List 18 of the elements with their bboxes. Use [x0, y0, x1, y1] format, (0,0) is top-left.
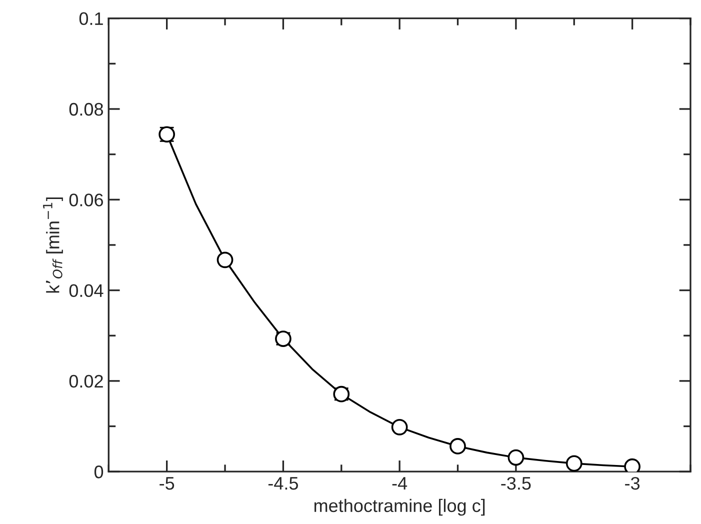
- x-tick-label: -4.5: [268, 477, 298, 490]
- x-tick-label: -4: [392, 477, 408, 490]
- point: [216, 252, 234, 268]
- x-tick-label: -3: [625, 476, 640, 490]
- x-axis-title: methoctramine [log c]: [314, 498, 485, 516]
- point: [391, 418, 408, 436]
- x-tick-label: -5: [160, 477, 174, 490]
- y-tick-label: 0: [94, 466, 104, 478]
- point: [566, 455, 582, 472]
- y-axis-title: k’$_{Off}$ [min$^{−1}$]: [43, 197, 63, 293]
- y-tick-label: 0.02: [69, 374, 103, 388]
- point: [450, 438, 466, 454]
- y-tick-label: 0.1: [79, 12, 103, 26]
- y-tick-label: 0.06: [69, 194, 104, 206]
- point: [508, 449, 524, 466]
- y-tick-label: 0.08: [69, 102, 104, 116]
- y-tick-label: 0.04: [69, 284, 104, 298]
- x-tick-label: -3.5: [501, 476, 531, 490]
